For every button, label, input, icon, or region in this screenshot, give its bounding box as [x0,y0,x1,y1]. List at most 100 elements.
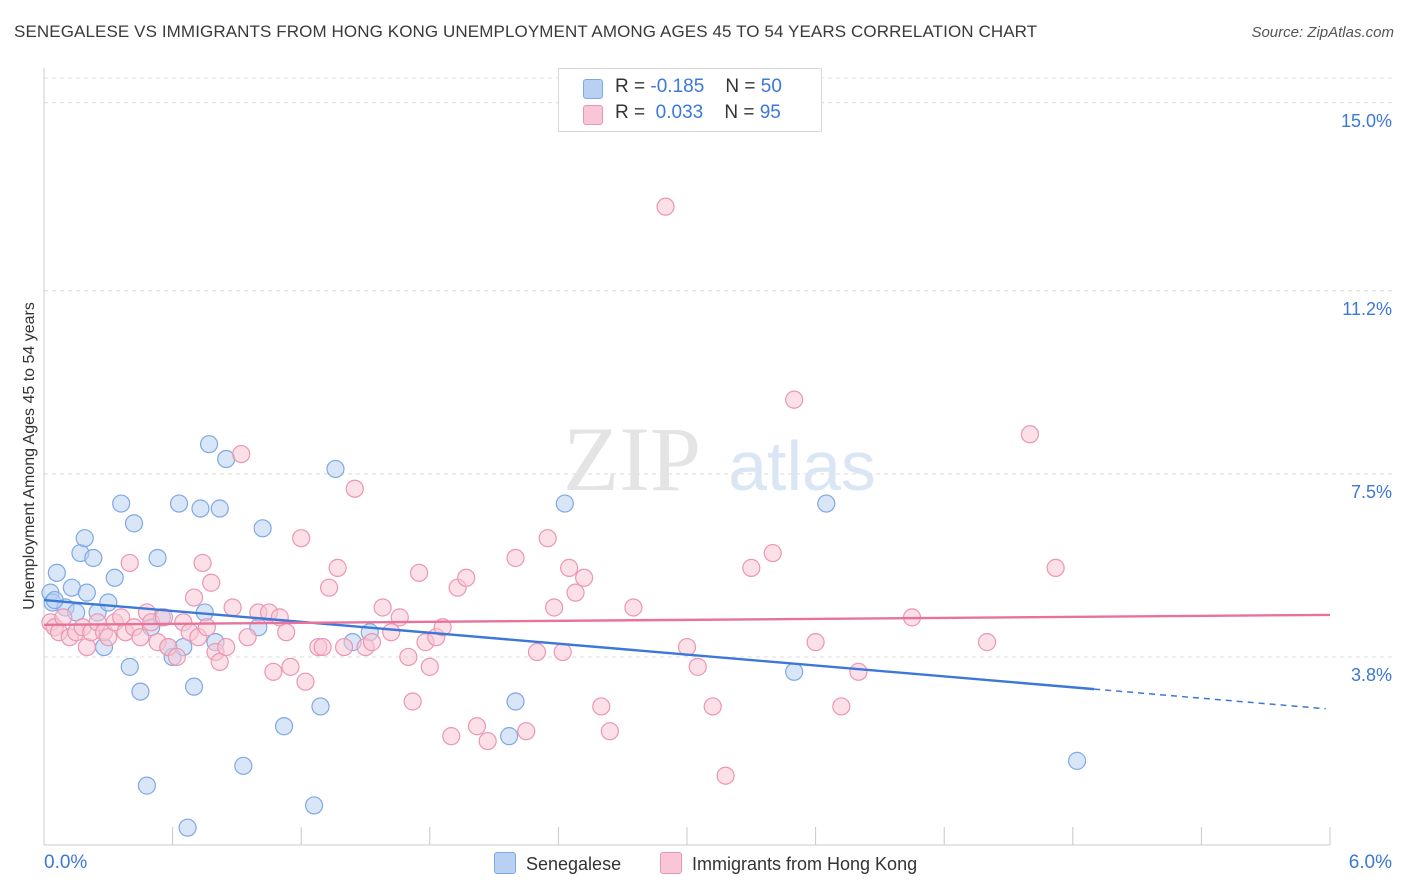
point-hong-kong [238,628,257,647]
point-hong-kong [457,568,476,587]
point-hong-kong [467,717,487,736]
point-hong-kong [334,637,354,657]
point-senegalese [105,568,124,587]
bottom-legend-swatch-hong-kong [660,852,682,874]
point-hong-kong [296,672,315,691]
point-hong-kong [54,608,73,627]
point-hong-kong [538,529,557,548]
point-hong-kong [409,563,429,582]
point-hong-kong [742,558,761,577]
point-senegalese [75,529,94,548]
bottom-legend-senegalese[interactable]: Senegalese [494,852,621,876]
point-hong-kong [849,662,868,681]
r-value-hong-kong: 0.033 [655,102,704,123]
point-senegalese [785,662,804,681]
bottom-legend-label: Immigrants from Hong Kong [692,854,918,874]
point-senegalese [120,657,139,676]
point-senegalese [210,499,229,518]
legend-swatch-senegalese [583,79,603,99]
point-senegalese [178,818,197,837]
point-hong-kong [362,633,382,652]
point-senegalese [1067,751,1087,770]
y-tick-label: 3.8% [1350,664,1392,685]
watermark-zip: ZIP [563,408,701,510]
trend-line-extension [1094,688,1326,710]
r-label: R = [615,102,646,123]
point-hong-kong [197,618,216,637]
point-hong-kong [600,722,619,741]
point-hong-kong [763,543,782,563]
point-senegalese [234,756,253,775]
point-hong-kong [566,583,585,602]
point-hong-kong [560,558,579,577]
point-hong-kong [592,697,611,716]
n-value-senegalese: 50 [760,76,782,97]
point-senegalese [817,494,836,513]
point-hong-kong [319,578,339,597]
bottom-legend-label: Senegalese [526,854,622,874]
r-value-senegalese: -0.185 [650,76,705,97]
bottom-legend-hong-kong[interactable]: Immigrants from Hong Kong [660,852,917,876]
point-senegalese [137,776,156,795]
point-hong-kong [193,553,212,573]
point-hong-kong [167,647,186,667]
point-hong-kong [292,529,311,548]
point-hong-kong [688,657,707,676]
point-senegalese [274,717,294,736]
point-senegalese [199,435,219,454]
point-hong-kong [506,548,525,568]
point-hong-kong [399,647,418,667]
source-credit: Source: ZipAtlas.com [1251,24,1394,41]
point-hong-kong [656,197,675,216]
point-hong-kong [624,598,643,617]
point-hong-kong [382,623,401,642]
point-senegalese [304,796,324,815]
point-senegalese [555,494,574,513]
point-hong-kong [1020,425,1040,444]
point-hong-kong [575,568,594,587]
bottom-legend-swatch-senegalese [494,852,516,874]
point-hong-kong [1046,558,1065,577]
point-senegalese [77,583,96,602]
point-hong-kong [184,588,204,607]
point-senegalese [500,727,519,746]
point-hong-kong [420,657,439,676]
point-hong-kong [390,608,409,627]
point-hong-kong [281,657,300,676]
point-hong-kong [553,642,572,662]
point-senegalese [184,677,204,696]
point-hong-kong [217,637,236,657]
n-value-hong-kong: 95 [759,102,781,123]
point-hong-kong [264,662,283,681]
point-hong-kong [403,692,422,711]
point-hong-kong [223,598,242,617]
point-hong-kong [373,598,392,617]
point-hong-kong [202,573,221,592]
point-senegalese [62,578,81,597]
data-points [41,197,1087,837]
point-hong-kong [716,766,735,785]
point-senegalese [124,514,144,533]
point-senegalese [99,593,118,612]
y-tick-label: 15.0% [1340,110,1392,131]
point-hong-kong [703,697,722,716]
point-senegalese [131,682,150,701]
point-hong-kong [433,618,452,637]
y-tick-label: 7.5% [1350,481,1392,502]
point-senegalese [191,499,210,518]
trend-line-hong-kong [43,613,1331,626]
watermark-atlas: atlas [728,427,876,505]
point-hong-kong [478,731,497,751]
point-hong-kong [832,697,851,716]
point-senegalese [311,697,330,716]
point-senegalese [253,519,272,538]
point-hong-kong [806,633,825,652]
n-label: N = [724,102,755,123]
axes [43,68,1331,846]
point-hong-kong [277,623,296,642]
point-hong-kong [527,642,547,662]
point-senegalese [506,692,525,711]
point-hong-kong [154,608,174,627]
point-senegalese [217,449,236,469]
